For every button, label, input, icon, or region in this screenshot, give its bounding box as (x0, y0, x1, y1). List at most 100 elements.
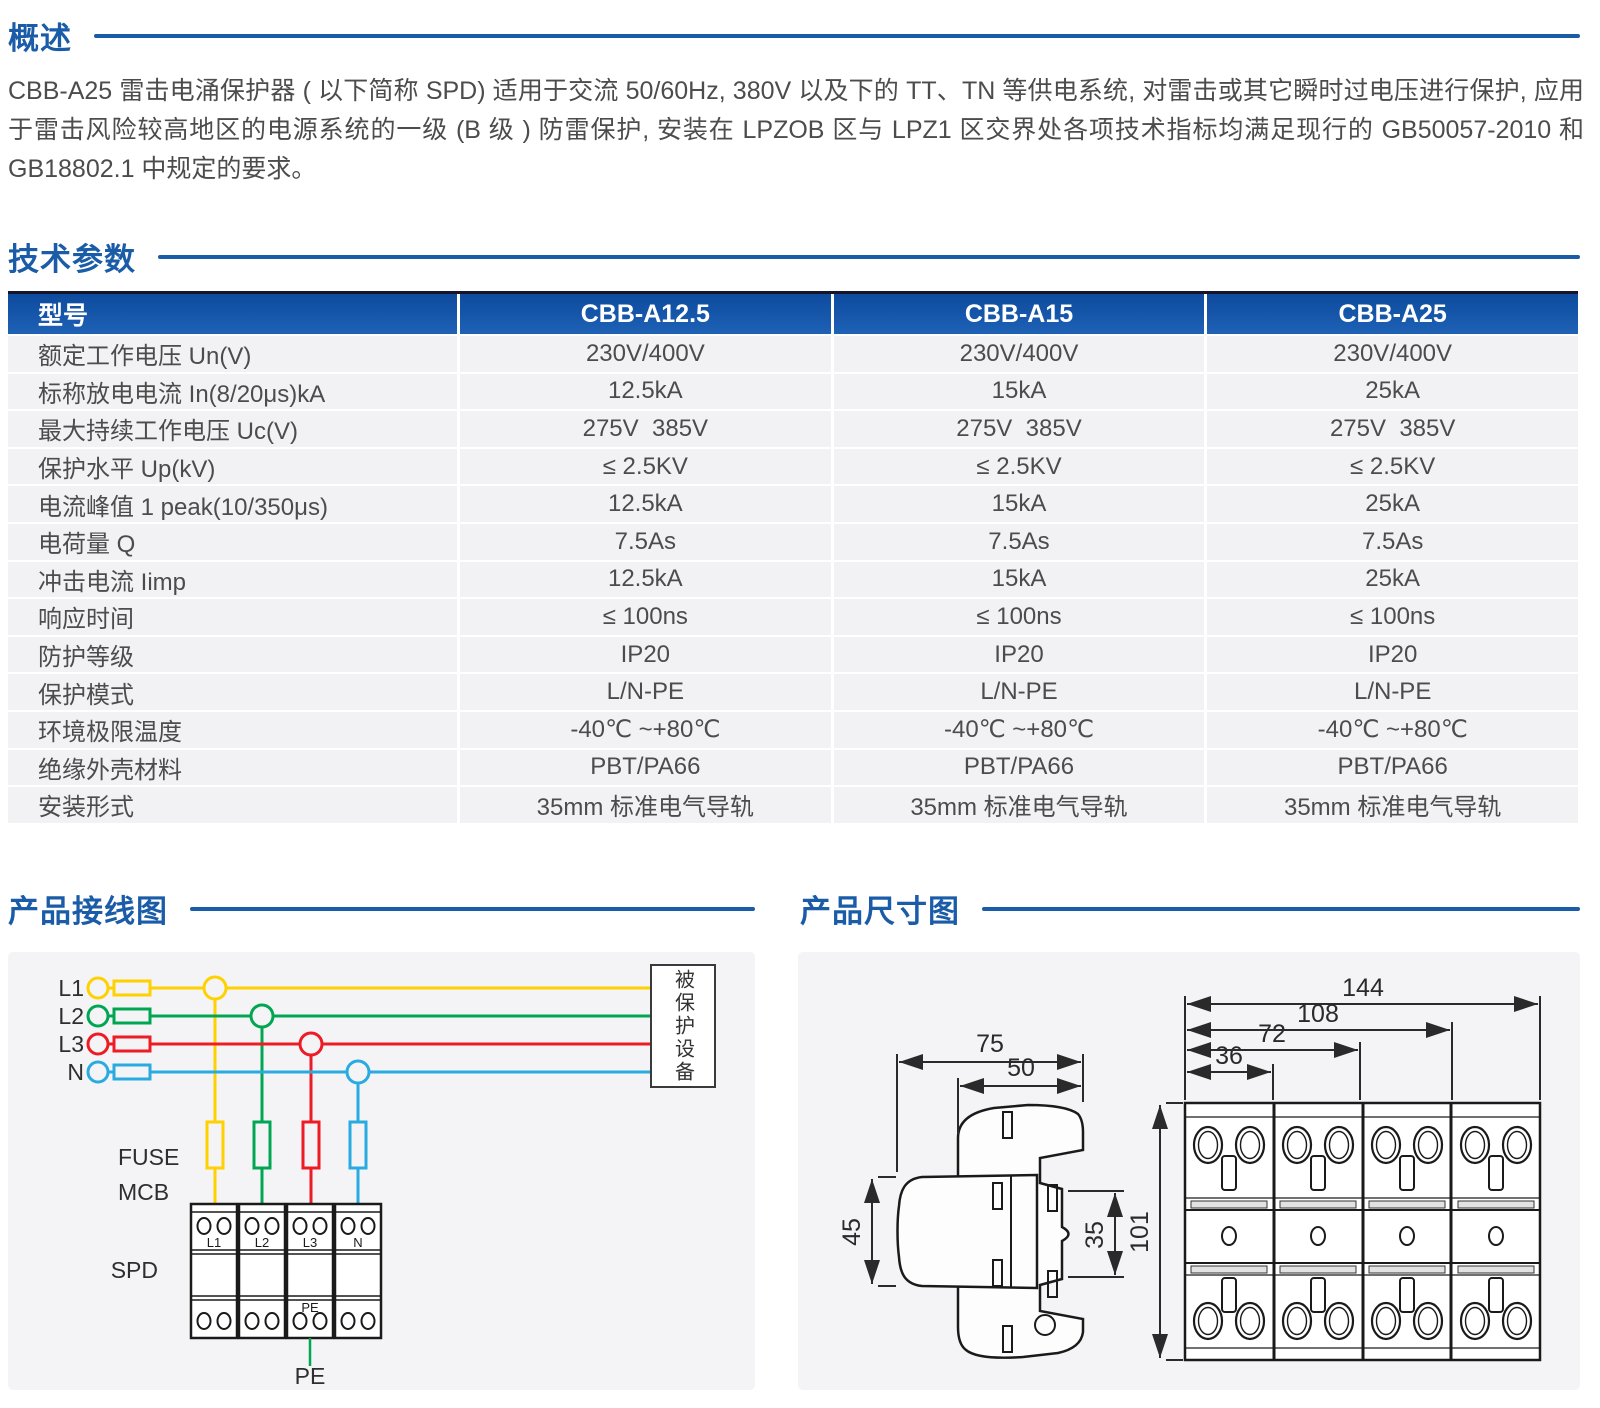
spec-value: 230V/400V (460, 336, 831, 372)
spd-terminal-l2: L2 (255, 1235, 269, 1250)
spd-module-1 (189, 1202, 239, 1340)
spec-value: 12.5kA (460, 373, 831, 410)
spec-row-label: 电荷量 Q (8, 523, 457, 560)
specs-table-top-border (8, 291, 1578, 294)
terminal-oval-inner (1197, 1306, 1219, 1336)
terminal-tab (1221, 1277, 1237, 1313)
section-dimensions-header: 产品尺寸图 (800, 886, 1580, 931)
pe-label: PE (295, 1363, 326, 1389)
spec-row-label: 环境极限温度 (8, 711, 457, 748)
dim-45 (864, 1176, 896, 1287)
spec-value: ≤ 100ns (1207, 599, 1578, 635)
spec-value: PBT/PA66 (833, 749, 1205, 786)
overview-title-rule (94, 33, 1580, 38)
fuse-label: FUSE (118, 1144, 179, 1170)
terminal-oval-inner (1464, 1130, 1486, 1160)
spec-row-label: 最大持续工作电压 Uc(V) (8, 411, 457, 447)
wire-label-l2: L2 (58, 1003, 84, 1029)
spec-value: 7.5As (833, 523, 1205, 560)
spd-terminal-n: N (353, 1235, 362, 1250)
spec-value: 35mm 标准电气导轨 (1207, 787, 1578, 823)
terminal-oval-inner (1417, 1306, 1439, 1336)
module-indicator-window (1221, 1226, 1237, 1246)
spec-value: 275V 385V (1207, 411, 1578, 447)
spec-value: 25kA (1207, 373, 1578, 410)
spec-value: 25kA (1207, 486, 1578, 522)
specs-header-model: 型号 (8, 294, 457, 334)
section-wiring-header: 产品接线图 (8, 886, 755, 931)
spec-value: 15kA (833, 486, 1205, 522)
dim-50-label: 50 (1007, 1054, 1035, 1082)
wire-label-l1: L1 (58, 975, 84, 1001)
terminal-oval-inner (1197, 1130, 1219, 1160)
spec-value: 7.5As (460, 523, 831, 560)
module-indicator-window (1399, 1226, 1415, 1246)
dim-101 (1152, 1102, 1183, 1361)
spec-value: -40℃ ~+80℃ (1207, 711, 1578, 748)
spec-row-label: 绝缘外壳材料 (8, 749, 457, 786)
spec-value: 35mm 标准电气导轨 (833, 787, 1205, 823)
specs-header-CBB-A25: CBB-A25 (1207, 294, 1578, 334)
terminal-tab (1310, 1277, 1326, 1313)
spec-value: ≤ 100ns (833, 599, 1205, 635)
module-divider-bar (1457, 1200, 1535, 1209)
spec-value: ≤ 2.5KV (1207, 448, 1578, 485)
spec-value: PBT/PA66 (460, 749, 831, 786)
specs-title-rule (158, 254, 1580, 259)
spec-value: PBT/PA66 (1207, 749, 1578, 786)
spec-value: L/N-PE (1207, 674, 1578, 710)
spec-row-label: 冲击电流 Iimp (8, 561, 457, 598)
wire-l1 (86, 975, 652, 1205)
wire-n (86, 1059, 652, 1205)
spec-row-label: 保护模式 (8, 674, 457, 710)
terminal-oval-inner (1506, 1306, 1528, 1336)
dimensions-title: 产品尺寸图 (800, 894, 960, 929)
spec-value: 12.5kA (460, 561, 831, 598)
spec-value: 230V/400V (833, 336, 1205, 372)
spec-value: 7.5As (1207, 523, 1578, 560)
spec-value: 25kA (1207, 561, 1578, 598)
module-divider-bar (1190, 1200, 1268, 1209)
wire-labels: L1 L2 L3 N (58, 975, 84, 1085)
dim-45-label: 45 (838, 1218, 866, 1246)
terminal-oval-inner (1417, 1130, 1439, 1160)
spec-value: ≤ 2.5KV (833, 448, 1205, 485)
protected-device-box: 被保护设备 (650, 964, 716, 1088)
dim-35 (1068, 1190, 1124, 1278)
terminal-oval-inner (1239, 1130, 1261, 1160)
spd-terminal-l3: L3 (303, 1235, 317, 1250)
terminal-oval-inner (1375, 1130, 1397, 1160)
spec-value: IP20 (1207, 636, 1578, 673)
terminal-tab (1488, 1155, 1504, 1191)
dim-36-label: 36 (1215, 1042, 1243, 1070)
dimensions-title-rule (982, 906, 1580, 911)
dim-50 (957, 1078, 1081, 1134)
terminal-oval-inner (1286, 1130, 1308, 1160)
terminal-tab (1310, 1155, 1326, 1191)
spd-terminal-labels: L1 L2 L3 N PE (207, 1235, 363, 1315)
spec-row-label: 额定工作电压 Un(V) (8, 336, 457, 372)
terminal-tab (1399, 1277, 1415, 1313)
dim-75-label: 75 (976, 1030, 1004, 1058)
wiring-title-rule (190, 906, 755, 911)
wire-label-n: N (67, 1059, 84, 1085)
module-indicator-window (1310, 1226, 1326, 1246)
spd-module-4 (333, 1202, 383, 1340)
dim-108-label: 108 (1297, 1000, 1339, 1028)
spec-value: 12.5kA (460, 486, 831, 522)
spd-module-3 (285, 1202, 335, 1340)
terminal-oval-inner (1286, 1306, 1308, 1336)
spd-terminal-pe: PE (301, 1300, 319, 1315)
spec-value: ≤ 100ns (460, 599, 831, 635)
spd-terminal-l1: L1 (207, 1235, 221, 1250)
module-divider-bar (1368, 1200, 1446, 1209)
spec-row-label: 保护水平 Up(kV) (8, 448, 457, 485)
wiring-diagram: L1 L2 L3 N FUSE MCB SPD (58, 975, 652, 1389)
spec-value: -40℃ ~+80℃ (833, 711, 1205, 748)
wiring-title: 产品接线图 (8, 894, 168, 929)
spec-value: 15kA (833, 561, 1205, 598)
spec-value: IP20 (460, 636, 831, 673)
spec-value: 230V/400V (1207, 336, 1578, 372)
specs-table: 型号 CBB-A12.5 CBB-A15 CBB-A25 额定工作电压 Un(V) 230… (8, 291, 1578, 823)
spec-value: -40℃ ~+80℃ (460, 711, 831, 748)
